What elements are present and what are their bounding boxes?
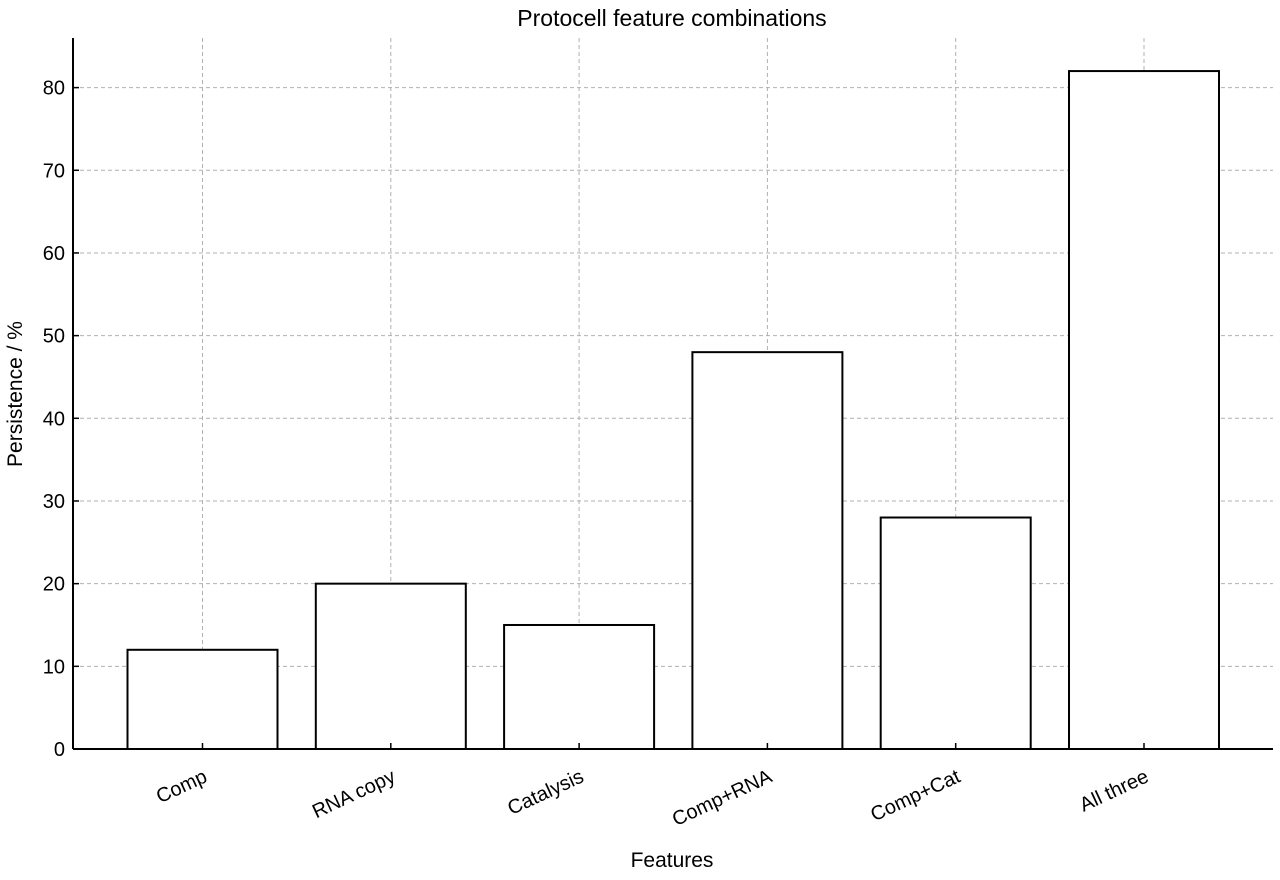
y-tick-label: 50 (43, 326, 65, 348)
bars (126, 70, 1220, 751)
x-tick-label: Comp (153, 766, 211, 808)
y-tick-label: 70 (43, 160, 65, 182)
y-axis-label: Persistence / % (4, 321, 27, 467)
y-tick-label: 40 (43, 408, 65, 430)
x-tick-label: Catalysis (504, 766, 587, 820)
y-tick-label: 20 (43, 574, 65, 596)
bar (314, 582, 467, 751)
axes (72, 38, 1273, 750)
y-tick-label: 10 (43, 656, 65, 678)
bar (126, 648, 279, 751)
x-axis-label: Features (631, 849, 714, 872)
bar (691, 351, 844, 750)
x-tick-label: RNA copy (309, 766, 399, 824)
x-tick-label: Comp+Cat (867, 765, 964, 826)
y-ticks: 0 10 20 30 40 50 60 70 80 (43, 78, 79, 761)
bar (879, 516, 1032, 751)
x-tick-label: All three (1076, 766, 1152, 817)
y-tick-label: 0 (54, 739, 65, 761)
y-tick-label: 60 (43, 243, 65, 265)
y-tick-label: 80 (43, 78, 65, 100)
x-ticks: Comp RNA copy Catalysis Comp+RNA Comp+Cat All… (153, 743, 1152, 831)
bar (503, 623, 656, 750)
x-tick-label: Comp+RNA (669, 765, 776, 831)
chart-title: Protocell feature combinations (517, 5, 826, 31)
bar (1068, 70, 1220, 751)
y-tick-label: 30 (43, 491, 65, 513)
